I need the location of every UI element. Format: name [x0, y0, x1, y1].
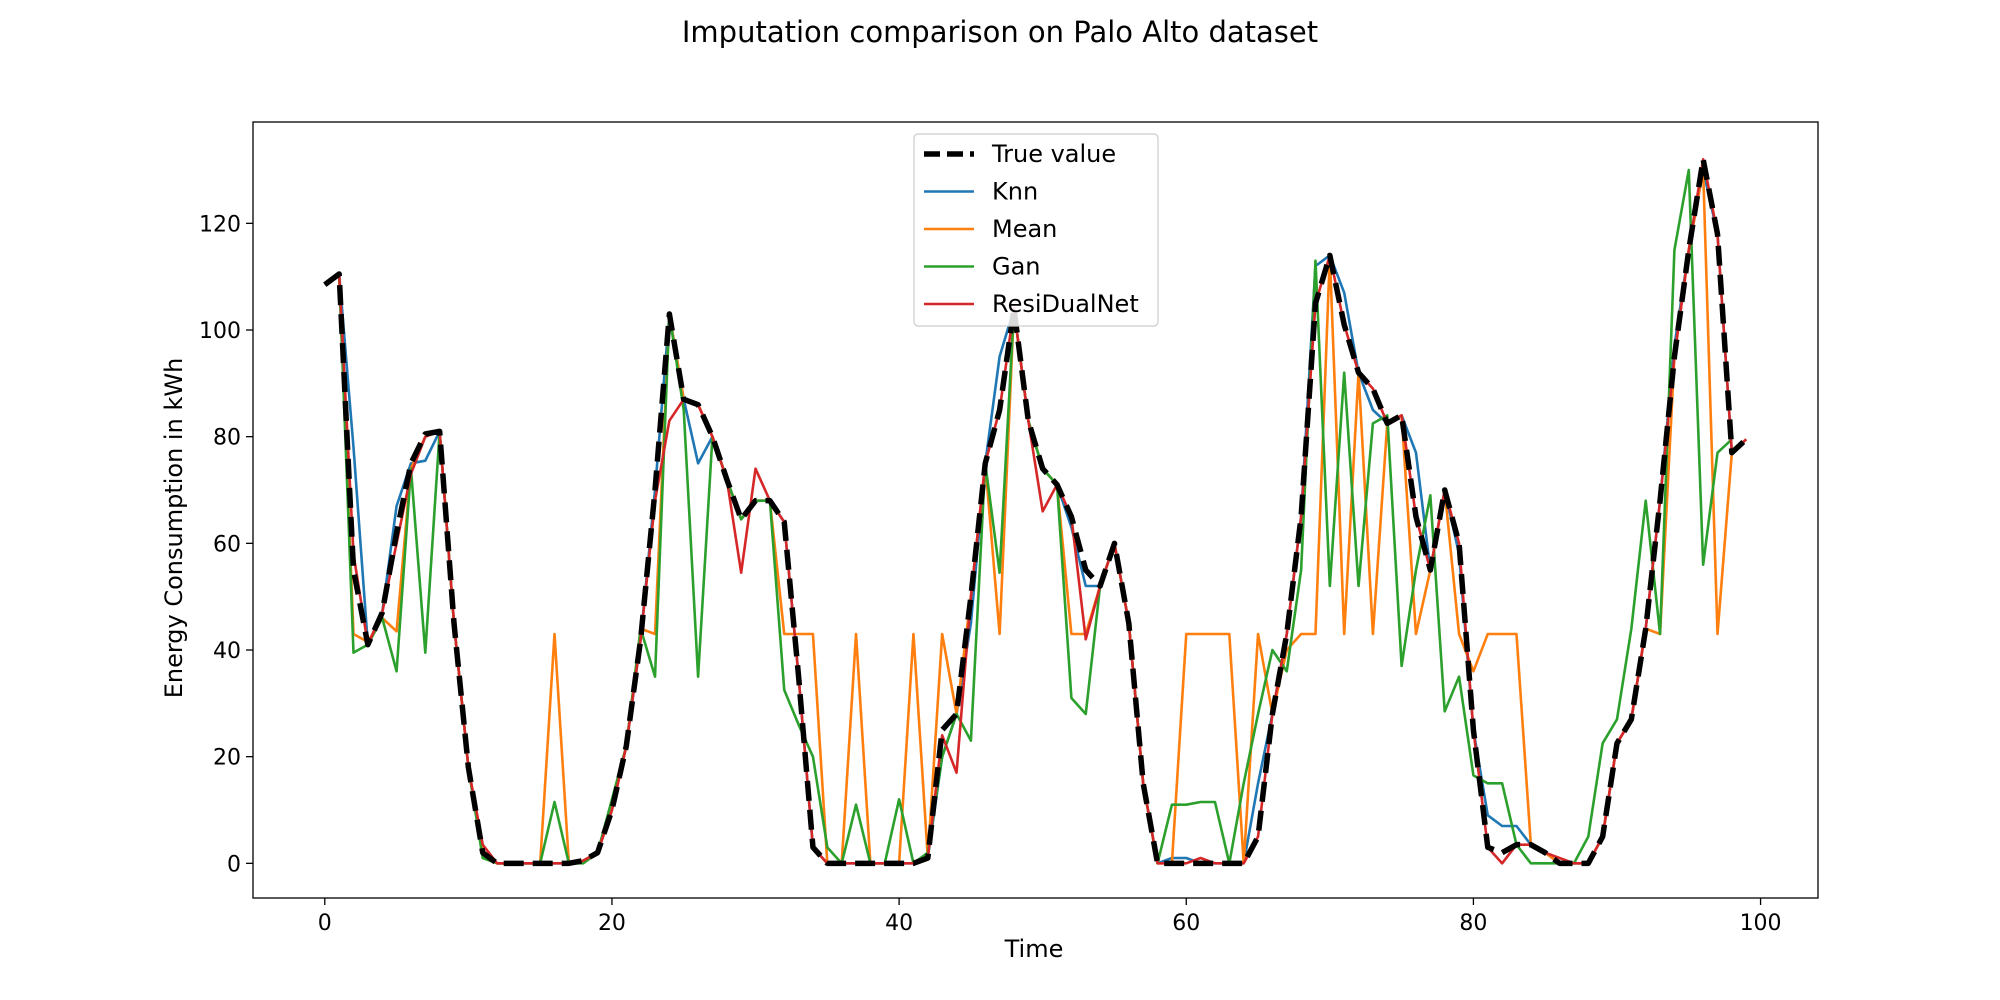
y-tick-label: 60 [213, 532, 241, 557]
y-tick-label: 20 [213, 746, 241, 771]
chart-title: Imputation comparison on Palo Alto datas… [682, 15, 1318, 49]
x-tick-label: 40 [885, 911, 913, 936]
series-layer [323, 156, 1749, 867]
x-tick-label: 60 [1172, 911, 1200, 936]
legend-label: Mean [992, 215, 1057, 243]
x-tick-label: 20 [598, 911, 626, 936]
legend: True value Knn Mean Gan ResiDualNet [913, 133, 1159, 327]
legend-box [913, 133, 1159, 327]
x-tick-label: 100 [1740, 911, 1782, 936]
axes-frame [252, 121, 1819, 899]
y-tick-label: 40 [213, 639, 241, 664]
y-tick-label: 120 [199, 212, 241, 237]
y-tick-label: 0 [227, 852, 241, 877]
legend-label: True value [991, 140, 1116, 168]
series-line-true-value [323, 156, 1749, 867]
y-tick-label: 100 [199, 319, 241, 344]
x-tick-label: 0 [318, 911, 332, 936]
y-axis-label: Energy Consumption in kWh [160, 358, 188, 699]
x-tick-label: 80 [1459, 911, 1487, 936]
x-axis-label: Time [1004, 935, 1064, 963]
legend-label: Knn [992, 178, 1038, 206]
legend-label: ResiDualNet [992, 290, 1139, 318]
legend-label: Gan [992, 253, 1041, 281]
axes-layer: 0 20 40 60 80 100 0 20 40 60 80 100 120 [199, 121, 1819, 936]
y-tick-label: 80 [213, 426, 241, 451]
series-line-residualnet [324, 158, 1748, 865]
